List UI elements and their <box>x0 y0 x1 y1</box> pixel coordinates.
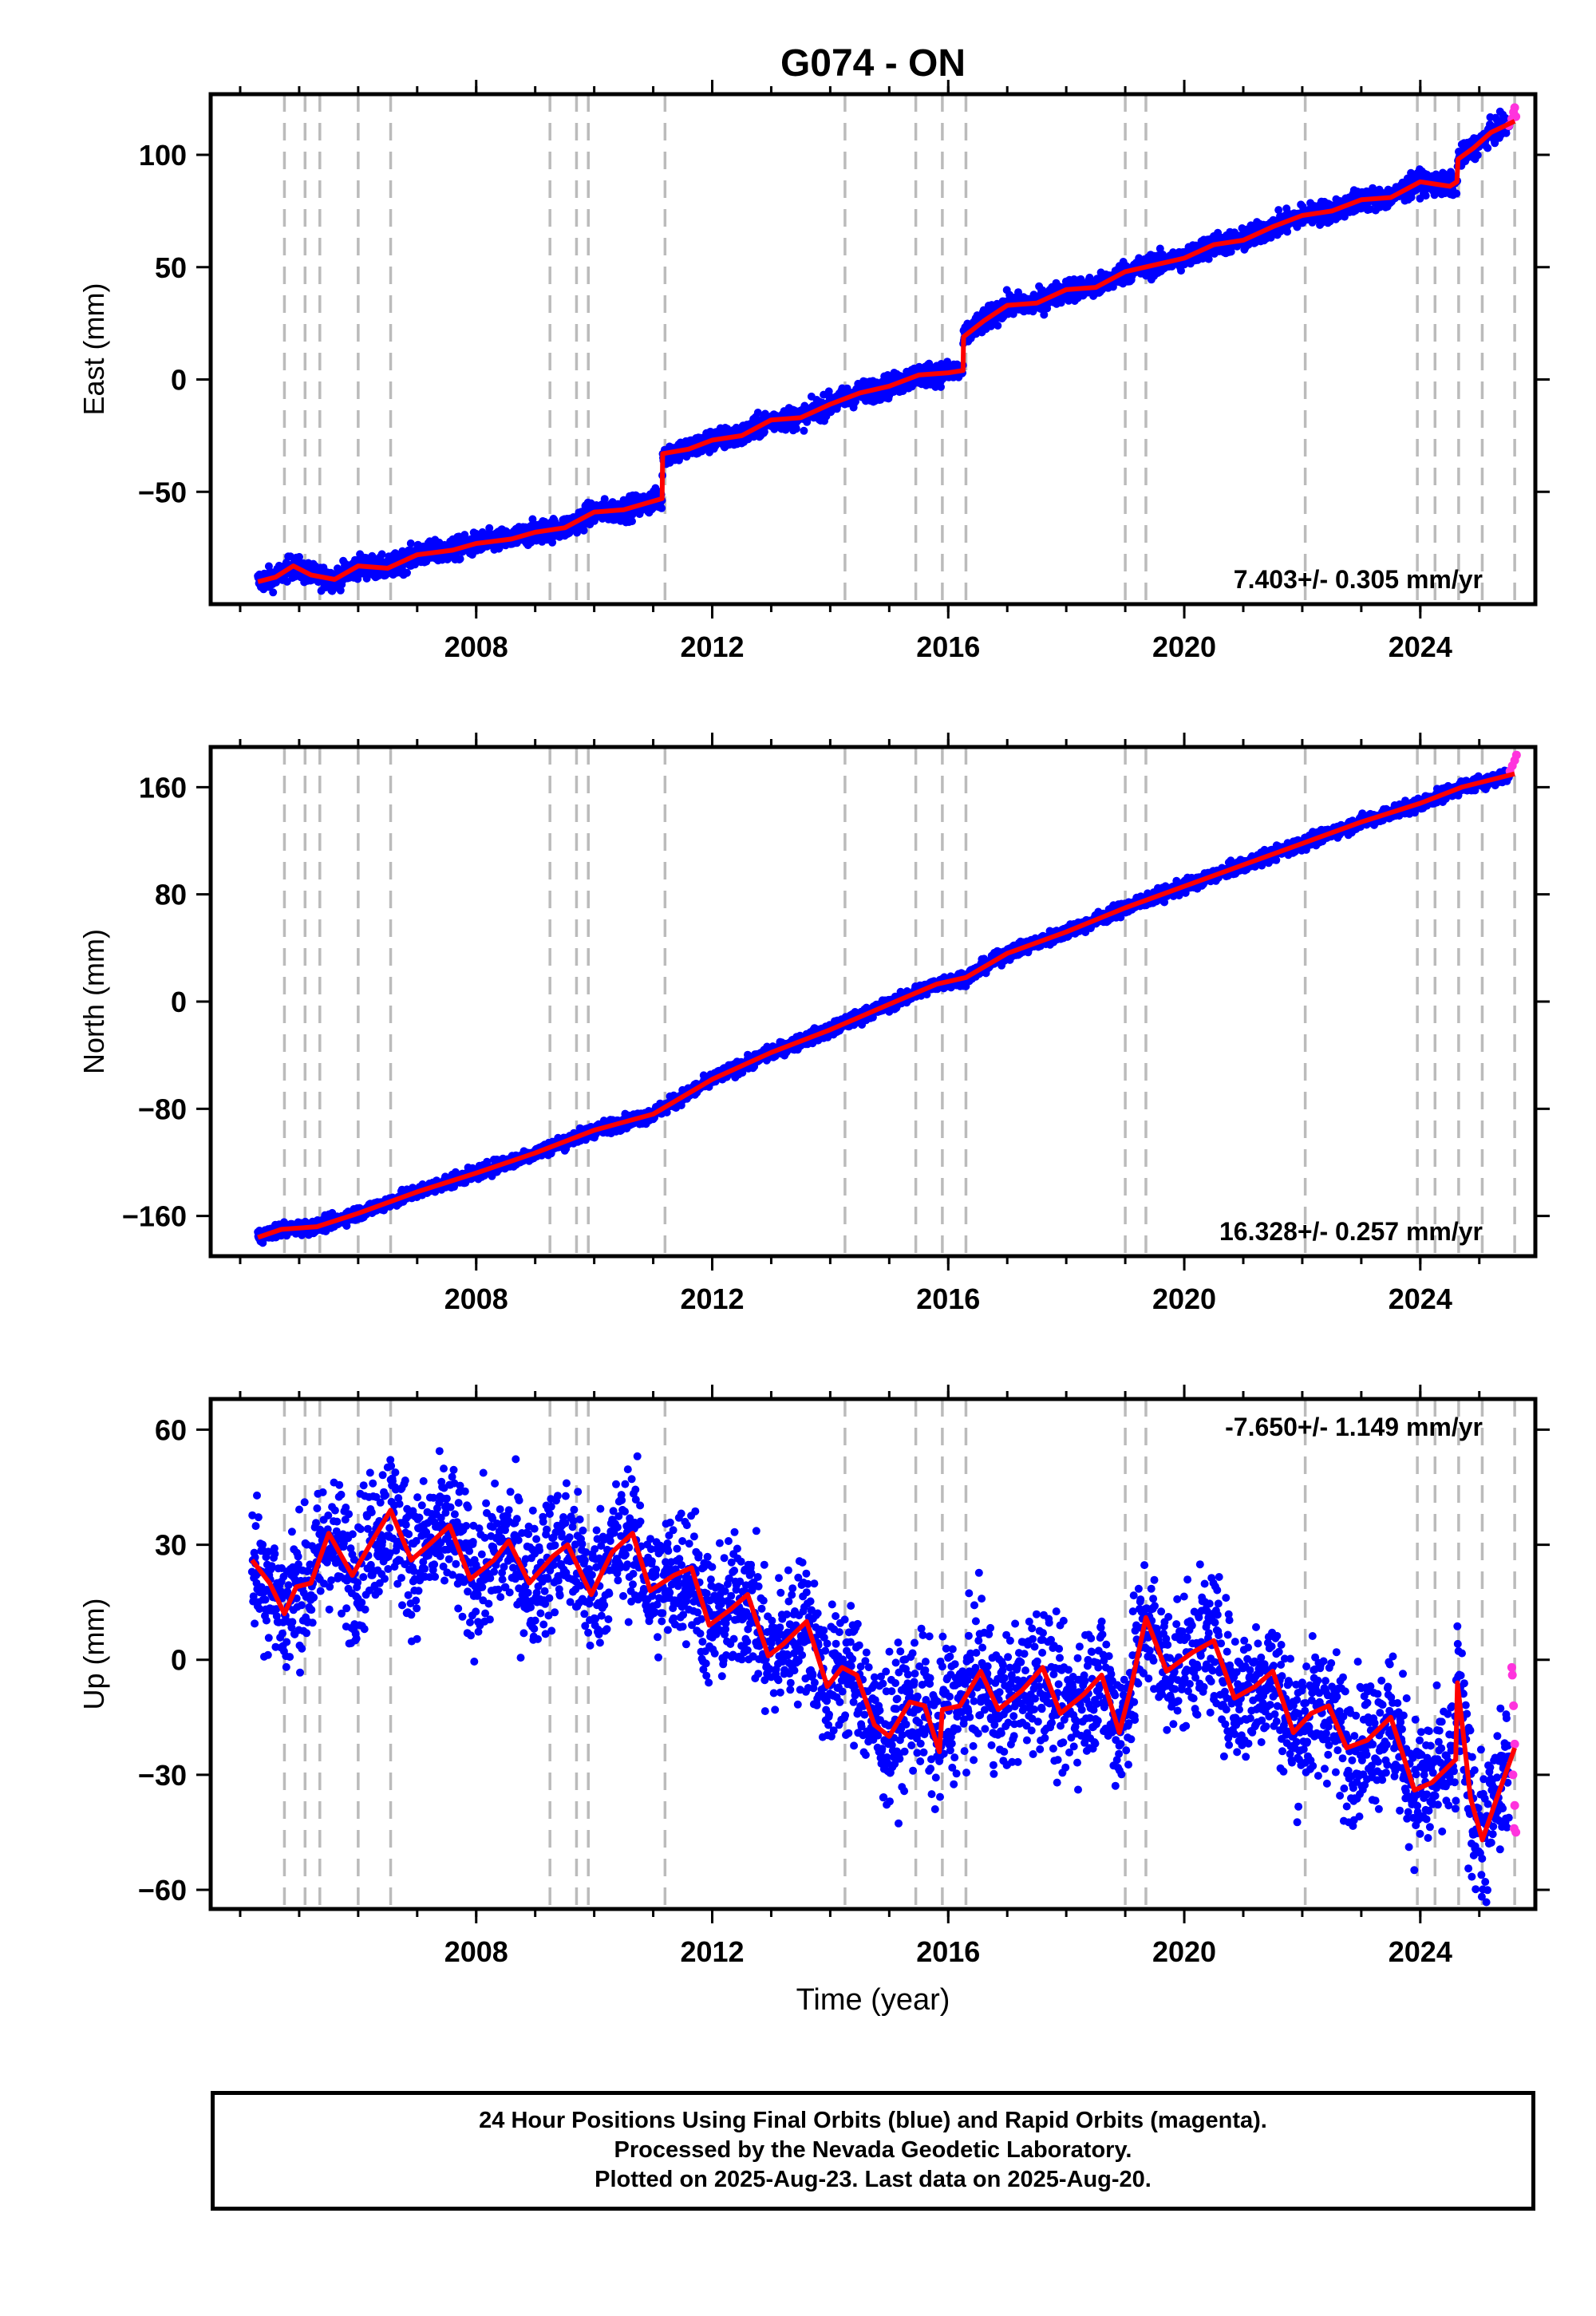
final-orbit-point <box>406 539 415 547</box>
final-orbit-point <box>792 425 800 433</box>
final-orbit-point <box>403 568 411 577</box>
plot-frame <box>208 92 1538 607</box>
y-tick-label: 0 <box>171 364 187 397</box>
final-orbit-point <box>1452 189 1461 198</box>
x-tick-label: 2008 <box>444 630 508 663</box>
chart-title: G074 - ON <box>780 42 966 85</box>
final-orbit-point <box>528 515 537 524</box>
final-orbit-point <box>1283 227 1292 236</box>
x-tick-label: 2024 <box>1389 630 1452 663</box>
final-orbit-point <box>456 555 464 563</box>
final-orbit-point <box>269 588 278 597</box>
final-orbit-point <box>600 495 609 504</box>
rapid-orbit-point <box>1510 103 1519 113</box>
final-orbit-point <box>824 387 833 396</box>
east-model-fit <box>257 119 1516 584</box>
east-rate-label: 7.403+/- 0.305 mm/yr <box>1234 565 1483 594</box>
final-orbit-point <box>803 417 812 426</box>
final-orbit-point <box>628 517 636 526</box>
y-tick-label: 50 <box>155 251 187 284</box>
y-tick-label: −50 <box>138 476 187 508</box>
final-orbit-point <box>295 552 303 561</box>
final-orbit-point <box>994 322 1002 330</box>
east-final-orbit-points <box>254 107 1514 597</box>
final-orbit-point <box>1483 144 1492 152</box>
model-fit-line <box>257 119 1516 584</box>
final-orbit-point <box>548 538 557 547</box>
final-orbit-point <box>800 426 808 435</box>
final-orbit-point <box>658 504 666 512</box>
east-event-lines <box>282 94 1516 604</box>
final-orbit-point <box>753 409 762 417</box>
final-orbit-point <box>937 382 945 391</box>
x-tick-label: 2012 <box>680 630 744 663</box>
final-orbit-point <box>579 526 588 535</box>
final-orbit-point <box>573 528 581 537</box>
final-orbit-point <box>377 550 386 559</box>
x-tick-label: 2016 <box>916 630 980 663</box>
x-tick-label: 2020 <box>1152 630 1216 663</box>
y-tick-label: 100 <box>139 139 187 172</box>
east-ylabel: East (mm) <box>77 283 110 416</box>
final-orbit-point <box>362 574 371 583</box>
final-orbit-point <box>1473 151 1482 160</box>
final-orbit-point <box>336 586 345 595</box>
